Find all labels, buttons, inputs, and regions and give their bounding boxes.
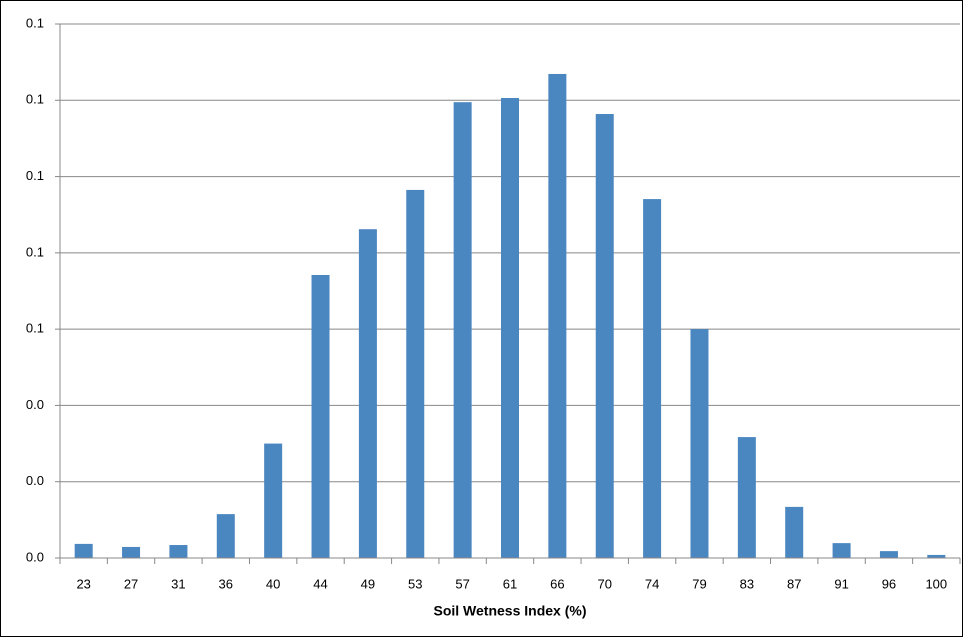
y-tick-label: 0.1 xyxy=(26,244,44,259)
x-tick-label: 36 xyxy=(219,576,233,591)
x-tick-label: 83 xyxy=(740,576,754,591)
x-tick-label: 23 xyxy=(76,576,90,591)
x-tick-label: 61 xyxy=(503,576,517,591)
x-tick-label: 91 xyxy=(834,576,848,591)
bar xyxy=(690,329,709,558)
y-tick-label: 0.0 xyxy=(26,549,44,564)
bar xyxy=(785,506,804,558)
x-tick-label: 96 xyxy=(882,576,896,591)
bar xyxy=(832,543,851,558)
bar xyxy=(737,437,756,558)
y-tick-label: 0.1 xyxy=(26,15,44,30)
bar xyxy=(879,551,898,558)
bar xyxy=(453,102,472,558)
x-tick-label: 57 xyxy=(455,576,469,591)
bar xyxy=(548,73,567,559)
bar xyxy=(169,545,188,558)
bar xyxy=(927,554,946,558)
x-tick-label: 70 xyxy=(598,576,612,591)
x-tick-label: 53 xyxy=(408,576,422,591)
x-tick-label: 79 xyxy=(692,576,706,591)
x-tick-label: 31 xyxy=(171,576,185,591)
bar xyxy=(311,274,330,558)
bar xyxy=(122,546,141,558)
x-axis-title: Soil Wetness Index (%) xyxy=(434,603,587,619)
y-tick-label: 0.0 xyxy=(26,473,44,488)
y-tick-label: 0.1 xyxy=(26,321,44,336)
bar xyxy=(74,543,93,558)
x-tick-label: 100 xyxy=(925,576,947,591)
x-tick-label: 74 xyxy=(645,576,659,591)
y-tick-label: 0.0 xyxy=(26,397,44,412)
bar xyxy=(264,443,283,558)
x-tick-label: 40 xyxy=(266,576,280,591)
bar xyxy=(358,229,377,559)
bar xyxy=(406,189,425,558)
y-tick-label: 0.1 xyxy=(26,92,44,107)
x-tick-label: 27 xyxy=(124,576,138,591)
x-tick-label: 87 xyxy=(787,576,801,591)
bar xyxy=(501,97,519,559)
bar xyxy=(643,199,662,558)
x-tick-label: 49 xyxy=(361,576,375,591)
y-tick-label: 0.1 xyxy=(26,168,44,183)
bar xyxy=(595,114,614,558)
x-tick-label: 44 xyxy=(313,576,327,591)
x-tick-label: 66 xyxy=(550,576,564,591)
bar xyxy=(216,514,235,558)
